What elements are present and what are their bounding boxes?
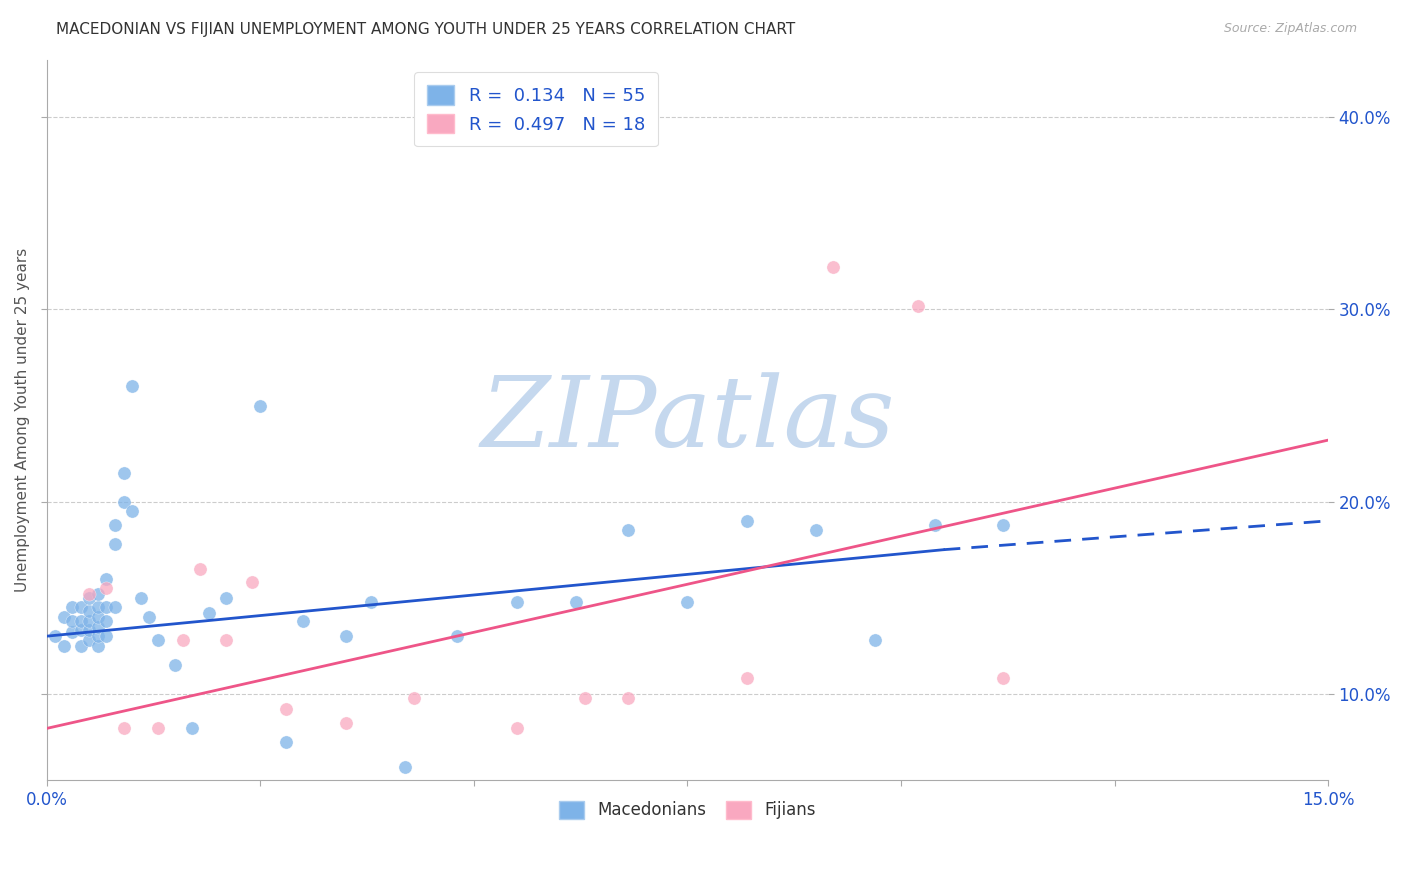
Point [172, 632, 194, 647]
Point [993, 672, 1015, 686]
Point [146, 632, 169, 647]
Point [87, 600, 110, 615]
Point [112, 494, 135, 508]
Point [79, 591, 101, 605]
Point [87, 629, 110, 643]
Point [180, 722, 202, 736]
Point [96, 614, 118, 628]
Text: ZIPatlas: ZIPatlas [479, 372, 894, 467]
Point [993, 517, 1015, 532]
Point [69, 624, 91, 638]
Point [676, 594, 699, 608]
Point [565, 594, 588, 608]
Point [87, 619, 110, 633]
Point [402, 690, 425, 705]
Point [190, 562, 212, 576]
Point [96, 581, 118, 595]
Point [215, 591, 238, 605]
Point [735, 514, 758, 528]
Point [87, 587, 110, 601]
Point [60, 625, 83, 640]
Point [60, 600, 83, 615]
Point [96, 572, 118, 586]
Point [924, 517, 946, 532]
Point [335, 629, 357, 643]
Point [274, 735, 297, 749]
Point [146, 722, 169, 736]
Point [616, 524, 638, 538]
Point [96, 629, 118, 643]
Text: MACEDONIAN VS FIJIAN UNEMPLOYMENT AMONG YOUTH UNDER 25 YEARS CORRELATION CHART: MACEDONIAN VS FIJIAN UNEMPLOYMENT AMONG … [56, 22, 796, 37]
Point [87, 639, 110, 653]
Point [79, 604, 101, 618]
Text: Source: ZipAtlas.com: Source: ZipAtlas.com [1223, 22, 1357, 36]
Point [215, 632, 238, 647]
Legend: Macedonians, Fijians: Macedonians, Fijians [553, 794, 823, 826]
Point [249, 399, 271, 413]
Point [69, 614, 91, 628]
Point [96, 600, 118, 615]
Y-axis label: Unemployment Among Youth under 25 years: Unemployment Among Youth under 25 years [15, 248, 30, 592]
Point [138, 610, 160, 624]
Point [505, 594, 527, 608]
Point [865, 632, 887, 647]
Point [446, 629, 468, 643]
Point [163, 658, 186, 673]
Point [821, 260, 844, 275]
Point [79, 632, 101, 647]
Point [274, 702, 297, 716]
Point [394, 760, 416, 774]
Point [104, 537, 127, 551]
Point [616, 690, 638, 705]
Point [804, 524, 827, 538]
Point [104, 517, 127, 532]
Point [360, 594, 382, 608]
Point [44, 629, 66, 643]
Point [291, 614, 314, 628]
Point [198, 606, 221, 620]
Point [574, 690, 596, 705]
Point [121, 379, 143, 393]
Point [60, 614, 83, 628]
Point [69, 639, 91, 653]
Point [104, 600, 127, 615]
Point [505, 722, 527, 736]
Point [87, 610, 110, 624]
Point [79, 587, 101, 601]
Point [79, 624, 101, 638]
Point [129, 591, 152, 605]
Point [121, 504, 143, 518]
Point [907, 299, 929, 313]
Point [335, 715, 357, 730]
Point [112, 466, 135, 480]
Point [52, 610, 75, 624]
Point [52, 639, 75, 653]
Point [735, 672, 758, 686]
Point [79, 614, 101, 628]
Point [69, 600, 91, 615]
Point [112, 722, 135, 736]
Point [240, 575, 263, 590]
